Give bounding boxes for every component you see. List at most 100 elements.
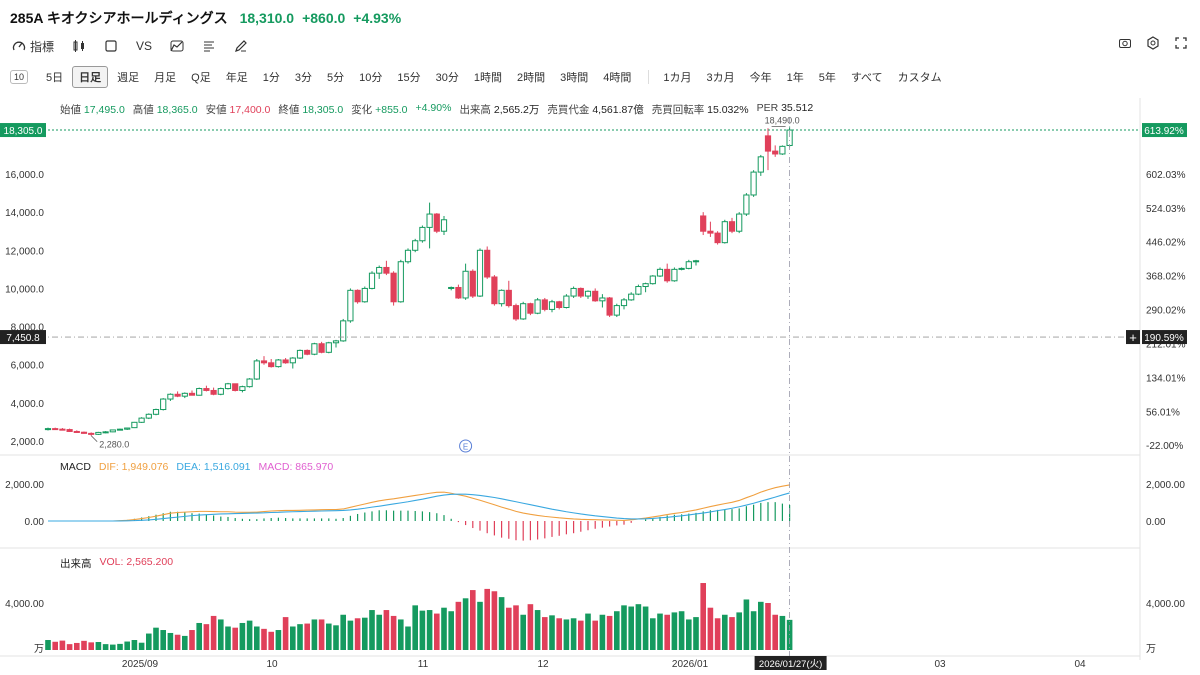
tab-period[interactable]: 2時間 [516,72,546,84]
tab-period[interactable]: 1分 [262,72,280,84]
volume-bar [455,601,462,650]
volume-bar [542,617,548,650]
candle-body [440,219,448,232]
volume-bar [714,618,721,650]
change-pct-value: +4.90% [415,102,452,114]
volume-bar [592,620,598,650]
candle-body [469,270,476,297]
period-tabs: 10 5日 日足 週足 月足 Q足 年足 1分 3分 5分 10分 15分 30… [10,66,951,88]
candle-body [779,145,786,155]
volume-bar [642,606,649,650]
candle-body [325,342,332,353]
candle-body [764,135,772,152]
volume-bar [743,599,750,650]
volume-bar [254,626,260,650]
volume-bar [59,640,66,650]
indicators-button[interactable]: 指標 [12,38,54,55]
tab-period[interactable]: 30分 [435,72,459,84]
volume-bar [311,619,318,650]
pen-icon [235,40,247,52]
tab-period[interactable]: 5日 [46,72,64,84]
low-value: 17,400.0 [229,104,271,116]
volume-bar [138,642,145,650]
volume-value-label: VOL: 2,565.200 [99,556,174,568]
last-price-text: 18,305.0 [4,126,43,137]
tab-period[interactable]: 15分 [397,72,421,84]
volume-title: 出来高 [60,558,92,570]
tab-range[interactable]: 今年 [749,72,772,84]
volume-bar [160,630,166,650]
candle-body [268,362,275,368]
volume-bar [261,628,267,650]
tab-period[interactable]: 3分 [294,72,312,84]
draw-button[interactable] [234,39,248,53]
tab-period[interactable]: 1時間 [473,72,502,84]
volume-bar [722,614,728,650]
volume-bar [45,640,51,650]
fullscreen-icon[interactable] [1174,36,1188,50]
candle-body [476,249,484,297]
tab-range[interactable]: 3カ月 [706,72,735,84]
change-label: 変化 [351,104,373,116]
tab-period[interactable]: 4時間 [603,72,632,84]
macd-title: MACD [60,461,91,473]
dif-line [48,484,790,522]
layout-button[interactable] [104,39,118,53]
tab-period[interactable]: 月足 [154,72,177,84]
tab-period[interactable]: 10分 [359,72,383,84]
volume-bar [102,644,109,650]
volume-bar [95,642,102,650]
candle-body [592,290,599,302]
tab-range[interactable]: 1カ月 [663,72,692,84]
cursor-date-tag [754,656,827,670]
last-pct-text: 613.92% [1144,126,1184,137]
candle-body [606,297,613,316]
earnings-marker [459,439,473,453]
volume-bar [506,607,512,650]
macd-tick-label: 0.00 [25,517,45,528]
volume-bar [484,588,490,650]
tab-period[interactable]: 週足 [117,72,140,84]
candle-body [620,299,628,307]
chart-style-button[interactable] [170,39,184,53]
tab-period[interactable]: Q足 [191,72,211,84]
percent-tick-label: -22.00% [1146,441,1183,452]
period-menu-icon[interactable]: 10 [10,70,29,84]
volume-bar [347,620,354,650]
crosshair-price-text: 7,450.8 [6,333,40,344]
earnings-label: E [463,443,468,452]
volume-bar [218,619,224,650]
symbol-header: 285A キオクシアホールディングス 18,310.0 +860.0 +4.93… [10,8,401,28]
volume-bar [491,591,498,650]
camera-icon[interactable] [1118,36,1132,50]
ohlc-info: 始値 17,495.0 高値 18,365.0 安値 17,400.0 終値 1… [60,102,813,117]
candle-body [649,275,656,285]
text-button[interactable] [202,39,216,53]
tab-period[interactable]: 年足 [225,72,248,84]
tab-period-active[interactable]: 日足 [72,66,109,88]
candle-body [376,266,383,274]
time-tick-label: 11 [418,659,429,670]
tab-range[interactable]: すべて [850,72,883,84]
settings-icon[interactable] [1146,36,1160,50]
gauge-icon [12,41,26,51]
volume-bar [124,641,130,650]
volume-bar [664,614,670,650]
tab-period[interactable]: 5分 [326,72,345,84]
per-label: PER [756,102,779,114]
tab-range[interactable]: 1年 [786,72,804,84]
turnover-label: 売買代金 [547,104,590,116]
tab-range[interactable]: 5年 [818,72,836,84]
tab-range[interactable]: カスタム [897,72,942,84]
compare-button[interactable]: VS [136,39,152,53]
volume-bar [556,618,562,650]
price-tick-label: 14,000.0 [5,208,44,219]
volume-bar [390,615,397,650]
candle-body [203,388,210,391]
candle-body [224,383,232,390]
volume-bar [700,583,706,650]
cursor-date-text: 2026/01/27(火) [759,659,822,670]
candle-type-button[interactable] [72,39,86,53]
price-tick-label: 12,000.0 [5,246,44,257]
tab-period[interactable]: 3時間 [560,72,589,84]
